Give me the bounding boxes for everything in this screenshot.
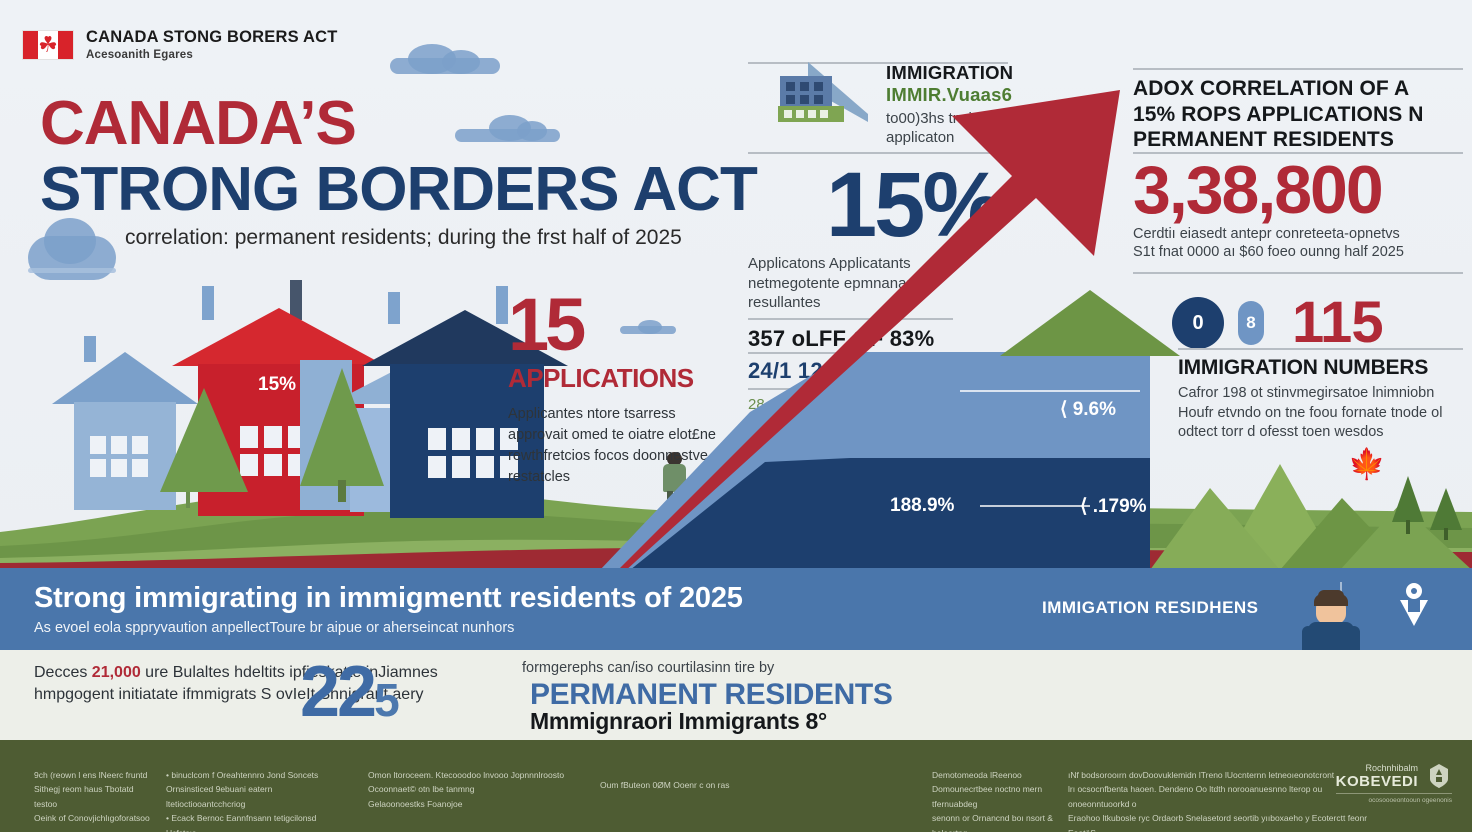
divider-mid-3 bbox=[748, 318, 953, 320]
headline-subtitle: correlation: permanent residents; during… bbox=[125, 226, 682, 249]
rising-arrow-icon bbox=[524, 90, 1120, 572]
down-arrow-icon bbox=[1400, 583, 1428, 626]
footer-col-1: 9ch (reown l ens lNeerc fruntd Sithegj r… bbox=[34, 770, 150, 824]
chart-rule-lower bbox=[980, 505, 1090, 507]
footer-emblem-line-2: KOBEVEDI bbox=[1335, 772, 1418, 790]
badge-pill-icon: 8 bbox=[1238, 301, 1264, 345]
chart-label-lower-left: 188.9% bbox=[890, 495, 955, 516]
strip-big-number-suffix: 5 bbox=[374, 674, 400, 726]
logo-line-2: Acesoanith Egares bbox=[86, 49, 193, 61]
stat-line-357: 357 oLFF OF 83% bbox=[748, 326, 935, 351]
divider-right-1 bbox=[1133, 68, 1463, 70]
applications-body: Applicantes ntore tsarress approvait ome… bbox=[508, 406, 716, 486]
immigration-title-2: IMMIR.Vuaas6 bbox=[886, 83, 1013, 105]
pine-trees-right bbox=[1392, 476, 1462, 540]
cloud-mid bbox=[455, 115, 560, 143]
badge-circle-icon: 0 bbox=[1172, 297, 1224, 349]
immigration-numbers-body: Cafror 198 ot stinvmegirsatoe lnimniobn … bbox=[1178, 385, 1443, 441]
applications-callout: 15 APPLICATIONS Applicantes ntore tsarre… bbox=[508, 283, 728, 488]
applications-heading: APPLICATIONS bbox=[508, 363, 694, 394]
immigration-title-1: IMMIGRATION bbox=[886, 62, 1014, 83]
right-big-number: 3,38,800 bbox=[1133, 152, 1384, 228]
percent-15-value: 15 bbox=[826, 154, 925, 256]
chart-label-lower-right: ⟨ .179% bbox=[1080, 496, 1147, 517]
canada-flag-icon: ☘ bbox=[22, 29, 74, 60]
house-navy-right bbox=[362, 286, 568, 518]
footer-col-4: Oum fButeon 0ØM Ooenr c on ras bbox=[600, 780, 730, 790]
strip-left-text: Decces 21,000 ure Bulaltes hdeltits ipfi… bbox=[34, 662, 464, 705]
immigration-sub-2: applicaton bbox=[886, 129, 955, 147]
strip-text-post: ure Bulaltes hdeltits ipfieskatte inJiam… bbox=[34, 664, 438, 703]
chart-green-peak bbox=[1000, 290, 1180, 356]
house-percent-label: 15% bbox=[258, 374, 297, 395]
maple-leaf-accent-icon: 🍁 bbox=[1348, 448, 1386, 481]
footer-col-6: ıNf bodsorooırn dovDoovuklemidn lTreno l… bbox=[1068, 770, 1368, 832]
mountains-right bbox=[1150, 464, 1472, 570]
divider-right-2 bbox=[1133, 152, 1463, 154]
strip-big-number: 225 bbox=[300, 656, 400, 728]
right-title: ADOX CORRELATION OF A 15% ROPS APPLICATI… bbox=[1133, 77, 1424, 152]
right-sub-2: S1t fnat 0000 aı $60 foeo ounng half 202… bbox=[1133, 244, 1404, 260]
window-grid bbox=[90, 436, 148, 477]
brand-logo: ☘ CANADA STONG BORERS ACT Acesoanith Ega… bbox=[22, 28, 338, 61]
pr-main-title: PERMANENT RESIDENTS bbox=[530, 678, 893, 711]
maple-leaf-icon: ☘ bbox=[38, 31, 58, 57]
house-lightblue-left bbox=[52, 330, 198, 510]
percent-15-caption: Applicatons Applicatants netmegotente ep… bbox=[748, 255, 929, 311]
divider-mid-1 bbox=[748, 62, 1008, 64]
footer-emblem-divider bbox=[1335, 793, 1452, 794]
banner-subtitle: As evoel eola sppryvaution anpellectTour… bbox=[34, 620, 515, 636]
cloud-top bbox=[390, 42, 500, 76]
pr-small-text: formgerephs can/iso courtilasinn tire by bbox=[522, 660, 775, 676]
banner-right-label: IMMIGATION RESIDHENS bbox=[1042, 598, 1259, 617]
pr-sub-title: Mmmignraori Immigrants 8° bbox=[530, 708, 827, 734]
right-badges-row: 0 8 115 bbox=[1172, 290, 1384, 355]
cloud-left bbox=[28, 218, 116, 280]
coat-of-arms-icon bbox=[1430, 764, 1448, 788]
chart-rule-upper bbox=[960, 390, 1140, 392]
immigration-building-icon bbox=[768, 58, 878, 130]
footer-col-2: • binuclcom f Oreahtennro Jond Soncets O… bbox=[166, 770, 319, 832]
divider-right-3 bbox=[1133, 272, 1463, 274]
chart-band-upper bbox=[840, 352, 1150, 467]
footer-emblem: Rochnhibalm KOBEVEDI ocosoooeontooun oge… bbox=[1335, 762, 1453, 804]
right-badge-number: 115 bbox=[1292, 290, 1384, 355]
footer-emblem-line-3: ocosoooeontooun ogeenonis bbox=[1368, 797, 1453, 804]
bottom-stats-strip: Decces 21,000 ure Bulaltes hdeltits ipfi… bbox=[0, 650, 1472, 740]
headline-line-1: CANADA’S bbox=[40, 89, 357, 158]
logo-line-1: CANADA STONG BORERS ACT bbox=[86, 28, 338, 46]
footer-emblem-line-1: Rochnhibalm bbox=[1365, 762, 1418, 773]
house-body bbox=[74, 402, 176, 510]
page-footer: 9ch (reown l ens lNeerc fruntd Sithegj r… bbox=[0, 740, 1472, 832]
divider-mid-2 bbox=[748, 152, 1008, 154]
chart-band-lower bbox=[840, 458, 1150, 570]
headline-line-2: STRONG BORDERS ACT bbox=[40, 154, 758, 224]
summary-banner: Strong immigrating in immigmentt residen… bbox=[0, 568, 1472, 650]
applications-number: 15 bbox=[508, 283, 586, 366]
roof-icon bbox=[362, 310, 568, 366]
strip-big-number-value: 22 bbox=[300, 652, 377, 732]
window-grid bbox=[428, 428, 518, 478]
cloud-small bbox=[620, 320, 676, 334]
footer-col-5: Demotomeoda lReenoo Domounecrtbee noctno… bbox=[932, 770, 1053, 832]
right-sub-1: Cerdtiı eiasedt antepr conreteeta-opnetv… bbox=[1133, 226, 1400, 242]
strip-text-number: 21,000 bbox=[91, 664, 141, 681]
immigration-numbers-title: IMMIGRATION NUMBERS bbox=[1178, 356, 1429, 379]
page-title: CANADA’S STRONG BORDERS ACT bbox=[40, 89, 758, 224]
strip-text-pre: Decces bbox=[34, 664, 92, 681]
banner-title: Strong immigrating in immigmentt residen… bbox=[34, 582, 743, 614]
divider-right-4 bbox=[1178, 348, 1463, 350]
chart-label-upper-right: ⟨ 9.6% bbox=[1060, 399, 1116, 420]
footer-col-3: Omon ltoroceem. Ktecooodoo lnvooo Jopnnn… bbox=[368, 770, 565, 809]
